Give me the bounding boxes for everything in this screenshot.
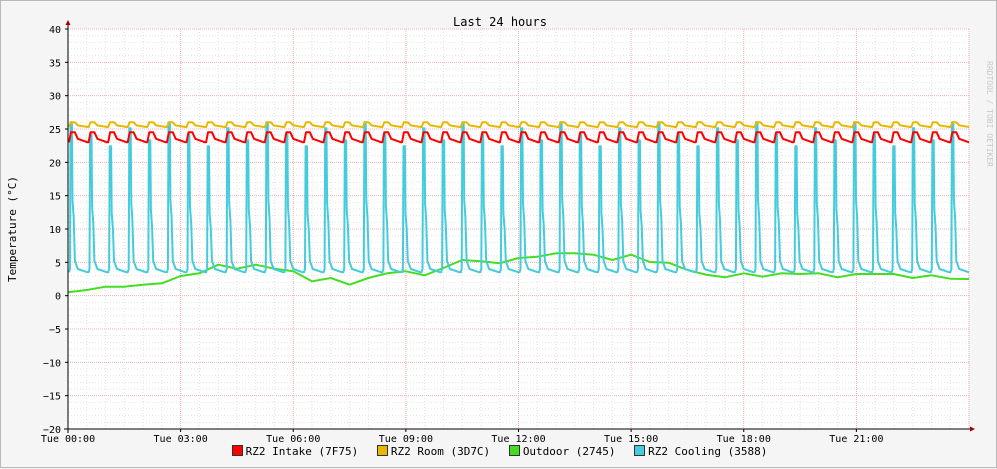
y-axis-arrow — [65, 20, 71, 25]
legend-swatch-room — [376, 445, 388, 456]
y-tick-label: 5 — [55, 258, 61, 269]
legend-swatch-intake — [231, 445, 243, 456]
legend-label-cooling: RZ2 Cooling (3588) — [648, 445, 768, 458]
y-tick-label: −20 — [43, 425, 61, 436]
x-tick-label: Tue 03:00 — [154, 434, 208, 445]
y-tick-label: 40 — [49, 25, 61, 36]
chart-title: Last 24 hours — [453, 15, 547, 29]
y-tick-label: −10 — [43, 358, 61, 369]
series-line-3 — [68, 121, 970, 274]
y-tick-label: −15 — [43, 392, 61, 403]
x-tick-label: Tue 09:00 — [379, 434, 433, 445]
watermark: RRDTOOL / TOBI OETIKER — [985, 61, 994, 167]
x-tick-label: Tue 12:00 — [491, 434, 545, 445]
y-tick-label: 15 — [49, 192, 61, 203]
grid — [67, 28, 970, 430]
x-tick-labels: Tue 00:00 Tue 03:00 Tue 06:00 Tue 09:00 Tue … — [41, 429, 883, 445]
series-layer — [67, 121, 970, 294]
x-tick-label: Tue 21:00 — [829, 434, 883, 445]
y-tick-label: 25 — [49, 125, 61, 136]
legend-swatch-outdoor — [508, 445, 520, 456]
legend-label-intake: RZ2 Intake (7F75) — [245, 445, 359, 458]
y-tick-label: −5 — [49, 325, 61, 336]
x-tick-label: Tue 18:00 — [717, 434, 771, 445]
series-line-2 — [67, 252, 970, 294]
y-tick-label: 30 — [49, 92, 61, 103]
y-tick-label: 35 — [49, 58, 61, 69]
legend-item-cooling: RZ2 Cooling (3588) — [634, 445, 767, 458]
series-line-0 — [68, 131, 970, 144]
x-tick-label: Tue 00:00 — [41, 434, 95, 445]
legend: RZ2 Intake (7F75) RZ2 Room (3D7C) Outdoo… — [1, 445, 997, 458]
x-tick-label: Tue 06:00 — [266, 434, 320, 445]
legend-label-outdoor: Outdoor (2745) — [522, 445, 616, 458]
y-axis-label: Temperature (°C) — [6, 176, 19, 282]
legend-item-room: RZ2 Room (3D7C) — [376, 445, 491, 458]
y-tick-label: 10 — [49, 225, 61, 236]
legend-item-intake: RZ2 Intake (7F75) — [231, 445, 359, 458]
y-tick-labels: 40 35 30 25 20 15 10 5 0 −5 −10 −15 −20 — [43, 25, 68, 436]
legend-item-outdoor: Outdoor (2745) — [508, 445, 616, 458]
y-tick-label: 20 — [49, 158, 61, 169]
x-tick-label: Tue 15:00 — [604, 434, 658, 445]
series-line-1 — [68, 121, 970, 128]
y-tick-label: 0 — [55, 292, 61, 303]
x-axis-arrow — [970, 426, 975, 432]
legend-swatch-cooling — [634, 445, 646, 456]
legend-label-room: RZ2 Room (3D7C) — [390, 445, 491, 458]
